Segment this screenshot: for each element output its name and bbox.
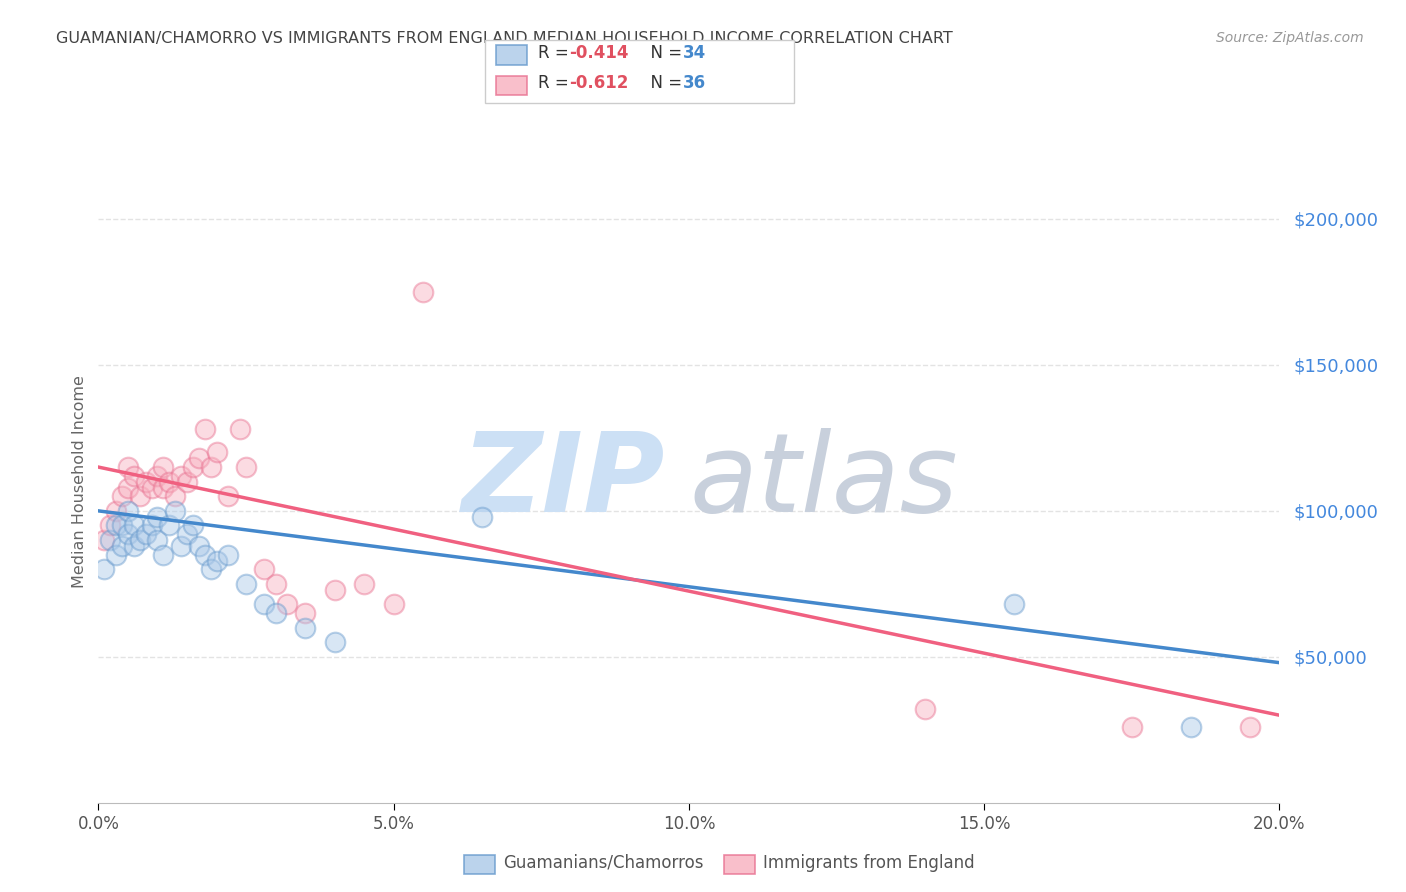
- Point: [111, 518, 134, 533]
- Point: [135, 475, 157, 489]
- Point: [122, 518, 145, 533]
- Text: Immigrants from England: Immigrants from England: [763, 854, 976, 871]
- Point: [141, 518, 163, 533]
- Point: [235, 577, 257, 591]
- Point: [165, 504, 187, 518]
- Point: [157, 475, 180, 489]
- Point: [181, 518, 204, 533]
- Point: [353, 577, 375, 591]
- Point: [205, 445, 228, 459]
- Point: [152, 481, 174, 495]
- Point: [122, 539, 145, 553]
- Point: [111, 489, 134, 503]
- Point: [152, 460, 174, 475]
- Point: [323, 582, 346, 597]
- Point: [122, 468, 145, 483]
- Point: [382, 597, 405, 611]
- Point: [117, 460, 139, 475]
- Text: N =: N =: [640, 44, 688, 62]
- Point: [141, 481, 163, 495]
- Point: [165, 489, 187, 503]
- Point: [128, 489, 150, 503]
- Point: [200, 562, 222, 576]
- Point: [229, 422, 252, 436]
- Point: [205, 553, 228, 567]
- Point: [98, 518, 121, 533]
- Point: [146, 509, 169, 524]
- Point: [276, 597, 298, 611]
- Point: [105, 504, 128, 518]
- Point: [181, 460, 204, 475]
- Point: [294, 606, 316, 620]
- Point: [412, 285, 434, 299]
- Text: N =: N =: [640, 74, 688, 92]
- Text: -0.612: -0.612: [569, 74, 628, 92]
- Point: [93, 562, 115, 576]
- Text: atlas: atlas: [689, 428, 957, 535]
- Point: [217, 489, 239, 503]
- Point: [187, 451, 209, 466]
- Point: [117, 527, 139, 541]
- Point: [194, 548, 217, 562]
- Point: [152, 548, 174, 562]
- Point: [128, 533, 150, 547]
- Point: [294, 621, 316, 635]
- Point: [200, 460, 222, 475]
- Point: [117, 481, 139, 495]
- Point: [264, 577, 287, 591]
- Point: [93, 533, 115, 547]
- Text: Guamanians/Chamorros: Guamanians/Chamorros: [503, 854, 704, 871]
- Point: [194, 422, 217, 436]
- Point: [323, 635, 346, 649]
- Text: R =: R =: [538, 44, 575, 62]
- Point: [170, 468, 193, 483]
- Text: -0.414: -0.414: [569, 44, 628, 62]
- Point: [1180, 720, 1202, 734]
- Point: [471, 509, 494, 524]
- Text: R =: R =: [538, 74, 575, 92]
- Point: [217, 548, 239, 562]
- Y-axis label: Median Household Income: Median Household Income: [72, 376, 87, 588]
- Point: [135, 527, 157, 541]
- Point: [98, 533, 121, 547]
- Point: [105, 548, 128, 562]
- Point: [914, 702, 936, 716]
- Point: [1239, 720, 1261, 734]
- Point: [170, 539, 193, 553]
- Point: [146, 468, 169, 483]
- Text: GUAMANIAN/CHAMORRO VS IMMIGRANTS FROM ENGLAND MEDIAN HOUSEHOLD INCOME CORRELATIO: GUAMANIAN/CHAMORRO VS IMMIGRANTS FROM EN…: [56, 31, 953, 46]
- Text: Source: ZipAtlas.com: Source: ZipAtlas.com: [1216, 31, 1364, 45]
- Point: [1002, 597, 1025, 611]
- Point: [253, 562, 276, 576]
- Point: [253, 597, 276, 611]
- Point: [146, 533, 169, 547]
- Point: [264, 606, 287, 620]
- Point: [117, 504, 139, 518]
- Point: [187, 539, 209, 553]
- Point: [1121, 720, 1143, 734]
- Text: 36: 36: [683, 74, 706, 92]
- Point: [235, 460, 257, 475]
- Point: [105, 518, 128, 533]
- Text: 34: 34: [683, 44, 707, 62]
- Point: [111, 539, 134, 553]
- Point: [176, 527, 198, 541]
- Point: [176, 475, 198, 489]
- Text: ZIP: ZIP: [461, 428, 665, 535]
- Point: [157, 518, 180, 533]
